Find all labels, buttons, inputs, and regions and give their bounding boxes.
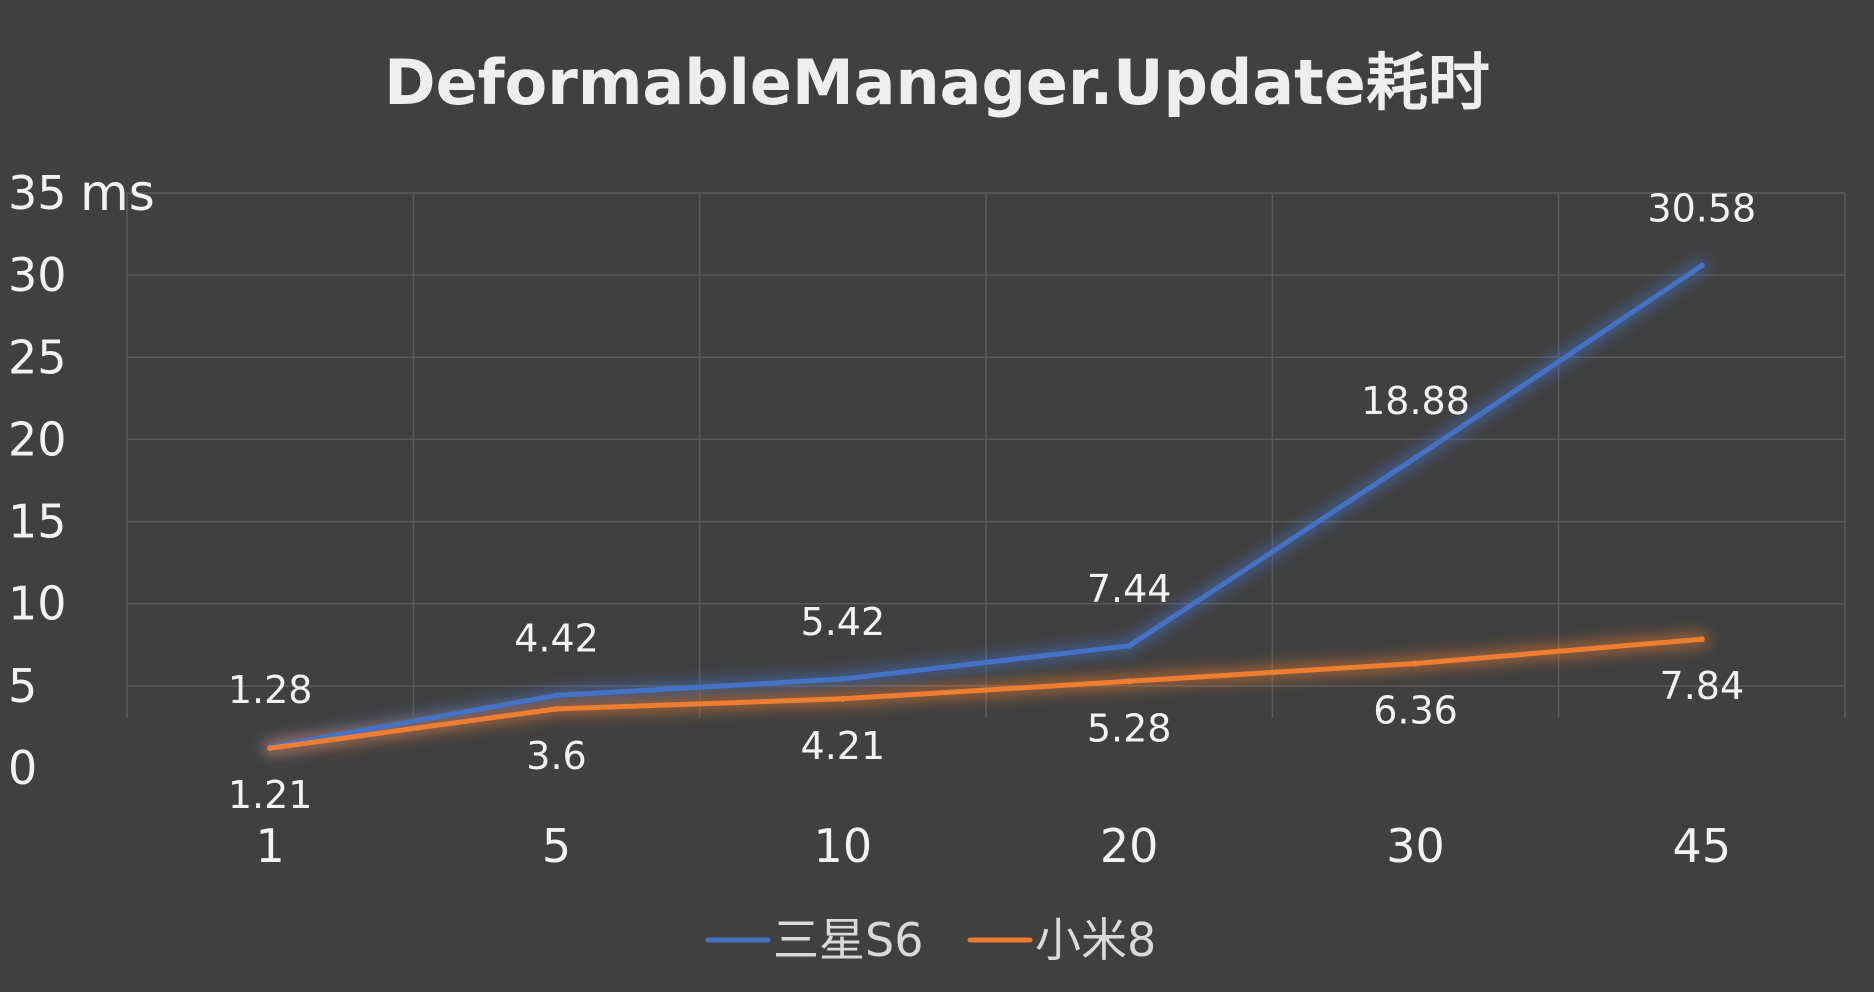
data-label: 6.36 <box>1373 689 1458 733</box>
data-point <box>553 692 560 699</box>
y-tick-label: 5 <box>8 659 37 713</box>
data-label: 18.88 <box>1361 379 1470 423</box>
data-label: 1.21 <box>228 773 313 817</box>
data-point <box>1698 262 1705 269</box>
data-label: 7.44 <box>1087 567 1172 611</box>
data-label: 3.6 <box>526 734 586 778</box>
data-point <box>1412 454 1419 461</box>
y-tick-label: 30 <box>8 248 67 302</box>
x-tick-label: 20 <box>1100 819 1159 873</box>
data-point <box>1412 660 1419 667</box>
x-tick-label: 45 <box>1673 819 1732 873</box>
data-labels: 1.28 4.42 5.42 7.44 18.88 30.58 1.21 3.6 4.21 5.2… <box>228 187 1756 818</box>
y-tick-label: 0 <box>8 741 37 795</box>
data-point <box>1698 636 1705 643</box>
chart-title: DeformableManager.Update耗时 <box>384 46 1490 119</box>
data-label: 1.28 <box>228 668 313 712</box>
data-label: 5.28 <box>1087 706 1172 750</box>
data-point <box>553 705 560 712</box>
y-tick-label: 35 <box>8 166 67 220</box>
series-lines <box>263 258 1709 756</box>
gridlines <box>126 192 1846 718</box>
data-point <box>839 675 846 682</box>
x-tick-label: 5 <box>542 819 571 873</box>
data-point <box>267 745 274 752</box>
series-line <box>267 636 1705 751</box>
data-point <box>1126 678 1133 685</box>
x-tick-label: 30 <box>1386 819 1445 873</box>
x-tick-label: 10 <box>814 819 873 873</box>
x-tick-label: 1 <box>256 819 285 873</box>
data-point <box>839 695 846 702</box>
data-label: 7.84 <box>1660 664 1745 708</box>
legend-entry-label: 三星S6 <box>773 913 923 967</box>
legend: 三星S6 小米8 <box>705 913 1156 967</box>
data-label: 5.42 <box>801 600 886 644</box>
y-tick-label: 15 <box>8 495 67 549</box>
data-label: 30.58 <box>1647 187 1756 231</box>
legend-entry-label: 小米8 <box>1035 913 1156 967</box>
series-line <box>267 263 1705 750</box>
data-point <box>1126 642 1133 649</box>
data-label: 4.42 <box>514 616 599 660</box>
x-axis-tick-labels: 1 5 10 20 30 45 <box>256 819 1732 873</box>
y-tick-label: 20 <box>8 412 67 466</box>
y-axis-unit-label: ms <box>80 164 155 222</box>
y-axis-tick-labels: 0 5 10 15 20 25 30 35 ms <box>8 164 155 795</box>
data-label: 4.21 <box>801 724 886 768</box>
y-tick-label: 25 <box>8 330 67 384</box>
y-tick-label: 10 <box>8 577 67 631</box>
